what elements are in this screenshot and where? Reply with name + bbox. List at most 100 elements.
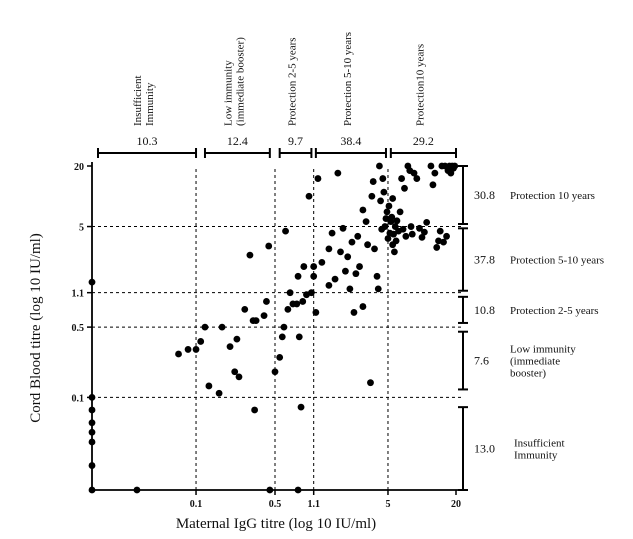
data-point xyxy=(401,184,408,192)
data-point xyxy=(88,419,96,427)
data-point xyxy=(265,242,273,250)
right-group-label-line: Protection 10 years xyxy=(510,190,595,202)
top-group-1: 10.3 InsufficientImmunity xyxy=(97,75,198,158)
data-point xyxy=(356,263,363,270)
data-point xyxy=(346,285,354,293)
data-point xyxy=(305,192,313,200)
data-point xyxy=(377,197,384,205)
right-group-label: Protection 2-5 years xyxy=(510,305,599,317)
data-point xyxy=(413,175,421,182)
axes xyxy=(87,162,458,495)
data-point xyxy=(443,232,450,240)
data-point xyxy=(312,309,320,316)
data-point xyxy=(286,289,294,297)
data-point xyxy=(433,244,441,251)
data-point xyxy=(369,178,377,185)
top-group-3: 9.7 Protection 2-5 years xyxy=(278,37,313,158)
data-point xyxy=(299,298,307,305)
y-tick-label: 0.1 xyxy=(72,393,85,404)
top-group-percent: 10.3 xyxy=(137,134,158,148)
x-tick-label: 0.1 xyxy=(190,499,203,510)
data-point xyxy=(133,486,141,494)
x-axis-title: Maternal IgG titre (log 10 IU/ml) xyxy=(176,516,376,532)
data-point xyxy=(374,285,382,293)
data-point xyxy=(192,346,200,353)
data-point xyxy=(429,181,437,189)
right-group-label-line: Protection 2-5 years xyxy=(510,305,599,317)
data-point xyxy=(215,389,223,397)
data-point xyxy=(314,175,322,182)
data-point xyxy=(88,438,96,446)
top-group-percent: 12.4 xyxy=(227,134,248,148)
data-point xyxy=(398,175,406,182)
data-point xyxy=(352,270,360,278)
top-group-percent: 9.7 xyxy=(288,134,303,148)
data-point xyxy=(420,228,428,236)
data-point xyxy=(436,227,444,235)
data-point xyxy=(385,202,393,210)
right-group-label-line: Protection 5-10 years xyxy=(510,255,604,267)
data-point xyxy=(359,206,367,214)
data-point xyxy=(368,192,376,200)
data-point xyxy=(376,162,383,170)
y-axis-title: Cord Blood titre (log 10 IU/ml) xyxy=(28,233,44,423)
y-tick-label: 5 xyxy=(79,223,84,234)
data-point xyxy=(294,272,302,280)
data-point xyxy=(350,309,358,316)
data-points xyxy=(88,162,459,494)
data-point xyxy=(251,406,259,414)
data-point xyxy=(276,353,284,361)
y-tick-label: 0.5 xyxy=(72,323,85,334)
data-point xyxy=(354,232,362,240)
top-group-label-line: Low immunity xyxy=(222,60,234,126)
data-point xyxy=(241,306,249,313)
data-point xyxy=(381,223,389,230)
data-point xyxy=(233,335,241,343)
data-point xyxy=(383,208,391,216)
data-point xyxy=(294,486,302,494)
data-point xyxy=(325,245,333,253)
x-tick-label: 5 xyxy=(385,499,390,510)
top-group-5: 29.2 Protection10 years xyxy=(389,44,457,158)
top-group-label-line: Protection10 years xyxy=(414,44,426,126)
top-group-brackets: 10.3 InsufficientImmunity 12.4 Low immunity… xyxy=(97,32,457,158)
right-group-label-line: Insufficient xyxy=(514,438,565,450)
right-group-label: Insufficient Immunity xyxy=(514,438,565,462)
data-point xyxy=(295,333,303,341)
data-point xyxy=(431,169,439,177)
data-point xyxy=(380,188,388,196)
data-point xyxy=(389,195,397,202)
data-point xyxy=(344,253,352,261)
top-group-label-line: Protection 5-10 years xyxy=(342,32,354,126)
data-point xyxy=(359,303,367,310)
data-point xyxy=(390,230,397,238)
data-point xyxy=(339,224,347,232)
data-point xyxy=(263,298,270,305)
data-point xyxy=(362,218,370,225)
x-tick-label: 0.5 xyxy=(269,499,282,510)
data-point xyxy=(297,403,305,411)
right-group-percent: 7.6 xyxy=(474,354,489,368)
right-group-percent: 10.8 xyxy=(474,303,495,317)
data-point xyxy=(367,379,374,387)
data-point xyxy=(280,323,288,331)
top-group-label-line: (immediate booster) xyxy=(234,37,246,126)
data-point xyxy=(364,241,371,249)
right-group-percent: 37.8 xyxy=(474,253,495,267)
right-group-label-line: Low immunity xyxy=(510,344,576,356)
data-point xyxy=(427,162,435,170)
data-point xyxy=(88,428,96,436)
top-group-label-line: Immunity xyxy=(144,82,156,126)
y-tick-label: 1.1 xyxy=(72,289,85,300)
right-group-brackets: 30.8 Protection 10 years 37.8 Protection 5-… xyxy=(458,165,604,491)
data-point xyxy=(423,218,431,226)
right-group-5: 13.0 Insufficient Immunity xyxy=(458,406,565,491)
data-point xyxy=(184,346,192,353)
data-point xyxy=(246,251,254,259)
data-point xyxy=(440,238,447,246)
top-group-percent: 29.2 xyxy=(413,134,434,148)
data-point xyxy=(293,300,301,308)
data-point xyxy=(408,230,416,238)
data-point xyxy=(205,382,213,390)
